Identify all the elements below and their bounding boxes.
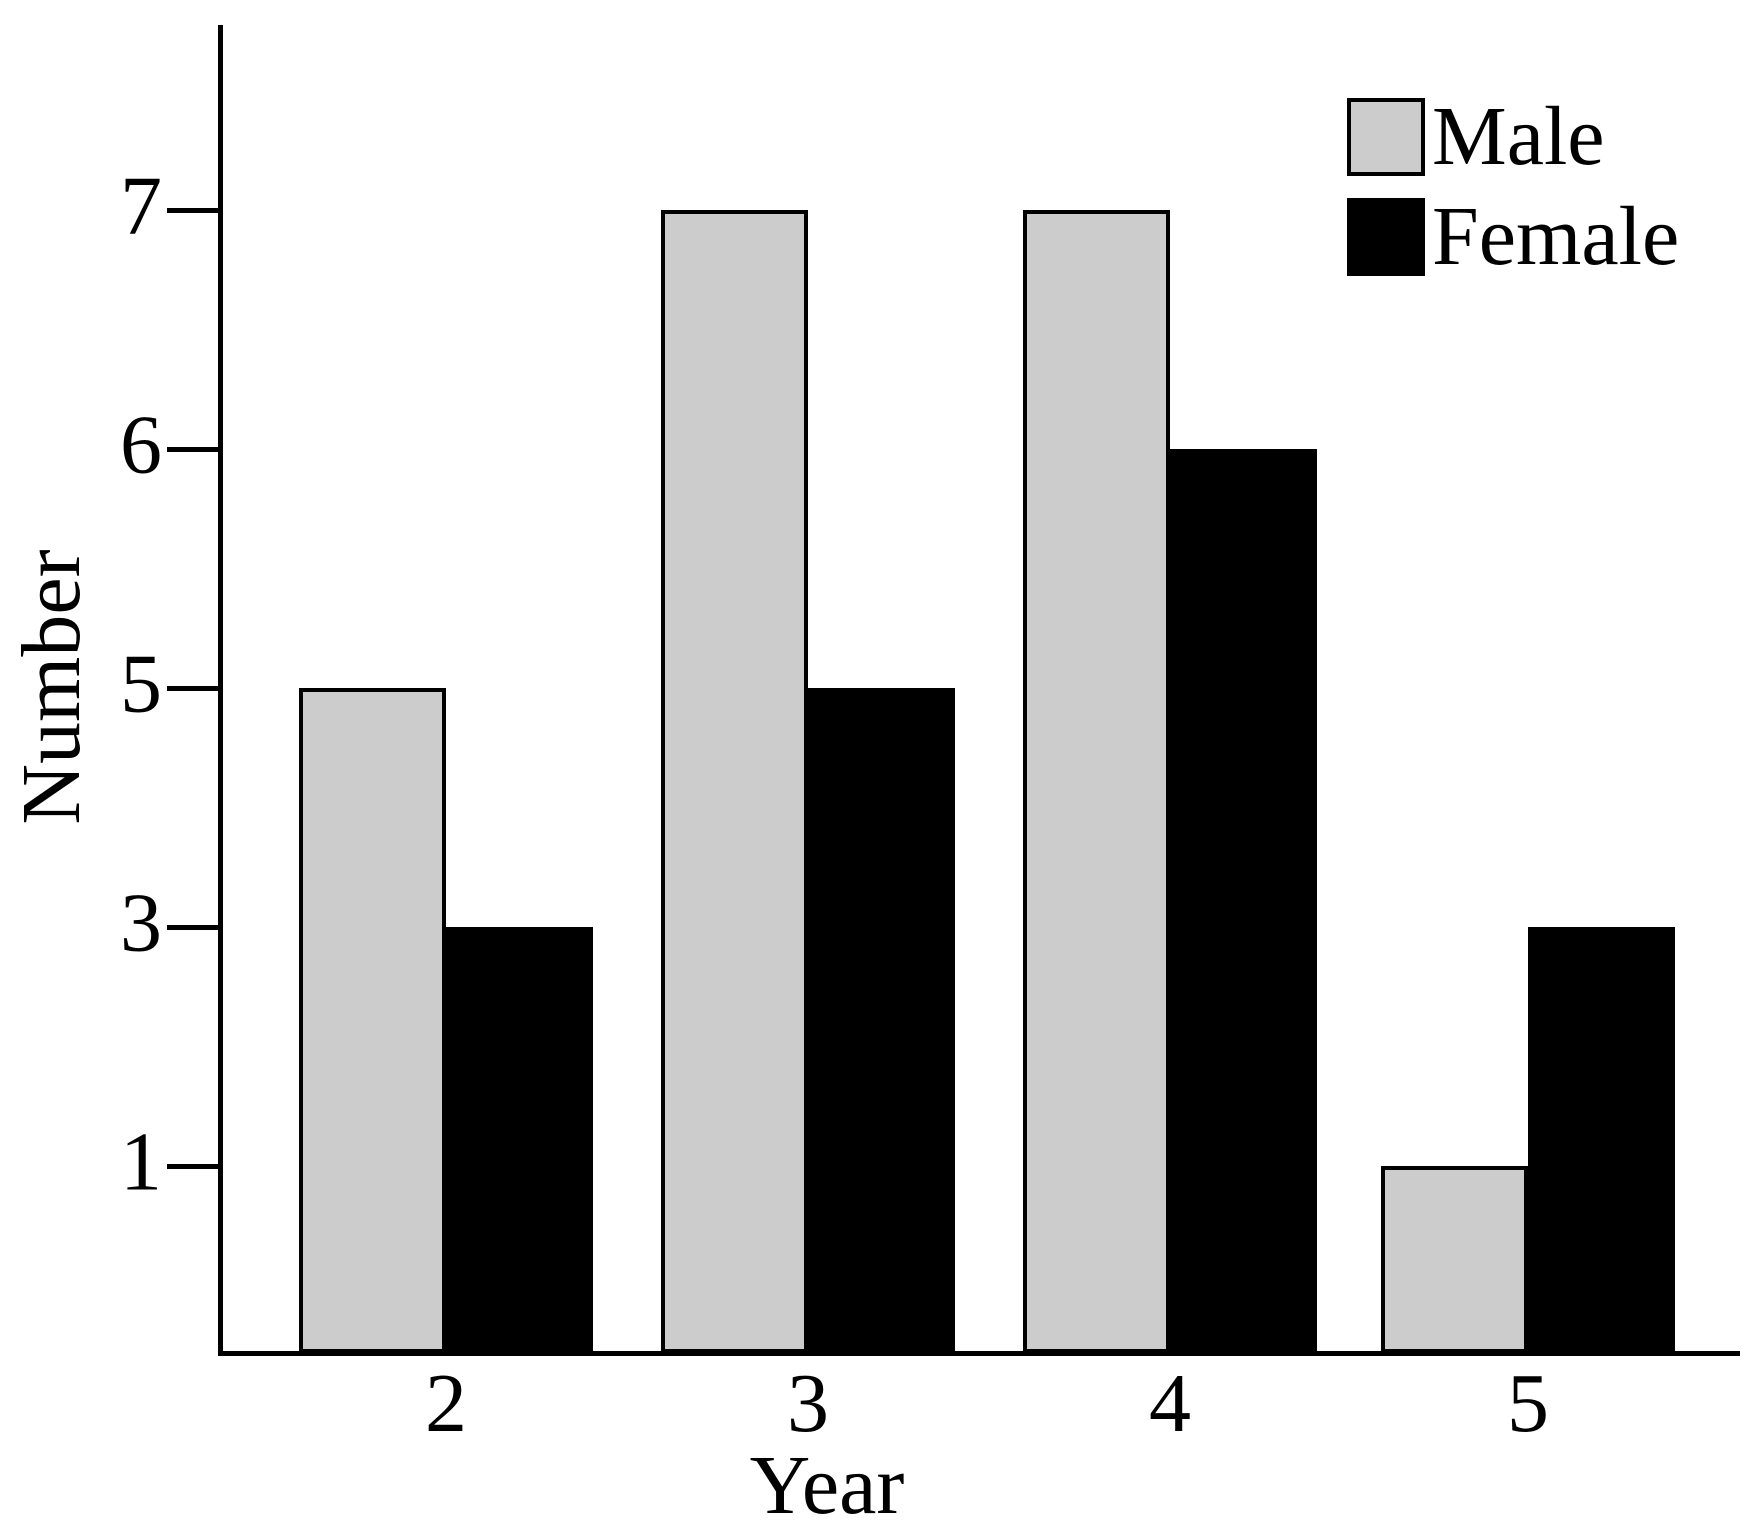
x-tick-label-2: 2 (425, 1357, 467, 1450)
x-axis-title: Year (749, 1439, 905, 1532)
bar-female-year-2 (446, 927, 593, 1353)
x-tick-label-3: 3 (787, 1357, 829, 1450)
x-tick-label-5: 5 (1507, 1357, 1549, 1450)
x-tick-label-4: 4 (1149, 1357, 1191, 1450)
y-tick-label-1: 1 (120, 1115, 162, 1209)
legend-swatch-female (1347, 198, 1425, 276)
y-tick-3 (167, 925, 220, 930)
bar-male-year-3 (661, 210, 808, 1353)
y-axis-line (218, 25, 223, 1356)
y-tick-7 (167, 208, 220, 213)
legend: Male Female (1347, 95, 1679, 279)
bar-male-year-2 (299, 688, 446, 1353)
legend-item-female: Female (1347, 195, 1679, 279)
y-tick-label-6: 6 (120, 398, 162, 492)
bar-male-year-5 (1381, 1166, 1528, 1353)
y-tick-6 (167, 447, 220, 452)
y-tick-label-5: 5 (120, 637, 162, 731)
y-tick-5 (167, 686, 220, 691)
bar-female-year-5 (1528, 927, 1675, 1353)
legend-item-male: Male (1347, 95, 1679, 179)
legend-label-female: Female (1432, 190, 1680, 283)
y-tick-label-3: 3 (120, 876, 162, 970)
y-tick-label-7: 7 (120, 159, 162, 253)
x-axis-line (218, 1351, 1740, 1356)
bar-female-year-3 (808, 688, 955, 1353)
legend-swatch-male (1347, 98, 1425, 176)
legend-label-male: Male (1432, 90, 1605, 183)
y-axis-title: Number (5, 549, 98, 825)
bar-female-year-4 (1170, 449, 1317, 1353)
y-tick-1 (167, 1164, 220, 1169)
bar-male-year-4 (1023, 210, 1170, 1353)
